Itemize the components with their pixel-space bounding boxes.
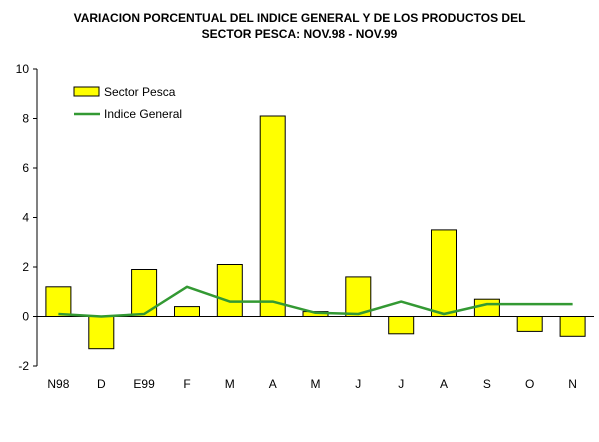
x-tick-label-1: D xyxy=(97,377,106,391)
chart-title: VARIACION PORCENTUAL DEL INDICE GENERAL … xyxy=(0,10,599,42)
x-tick-label-3: F xyxy=(183,377,190,391)
x-tick-label-6: M xyxy=(311,377,321,391)
y-tick-label-1: 0 xyxy=(22,310,29,324)
axes-layer: -2 0 2 4 6 8 10 N98 D E99 F M A M J J A S O N xyxy=(16,62,577,391)
bar-4 xyxy=(216,264,243,317)
x-tick-label-11: O xyxy=(525,377,534,391)
bar-9 xyxy=(431,229,457,317)
bar-0 xyxy=(45,286,72,317)
x-tick-label-2: E99 xyxy=(133,377,155,391)
legend-label-sector-pesca: Sector Pesca xyxy=(104,85,176,99)
bar-7 xyxy=(345,276,372,317)
chart-title-line-2: SECTOR PESCA: NOV.98 - NOV.99 xyxy=(201,27,398,41)
y-tick-label-6: 10 xyxy=(16,62,30,76)
bar-5 xyxy=(259,115,286,317)
y-tick-label-5: 8 xyxy=(22,112,29,126)
x-tick-label-10: S xyxy=(483,377,491,391)
bar-10 xyxy=(473,298,500,318)
x-tick-label-8: J xyxy=(398,377,404,391)
line-series-layer xyxy=(58,285,573,318)
x-tick-label-9: A xyxy=(440,377,448,391)
chart-title-line-1: VARIACION PORCENTUAL DEL INDICE GENERAL … xyxy=(73,11,526,25)
x-tick-label-5: A xyxy=(269,377,277,391)
legend: Sector Pesca Indice General xyxy=(73,85,182,121)
x-tick-label-4: M xyxy=(225,377,235,391)
legend-label-indice-general: Indice General xyxy=(104,107,182,121)
bar-12 xyxy=(559,316,586,337)
x-tick-label-7: J xyxy=(355,377,361,391)
bar-11 xyxy=(516,316,543,332)
bars-layer xyxy=(45,115,586,350)
x-tick-label-12: N xyxy=(568,377,577,391)
y-tick-label-2: 2 xyxy=(22,260,29,274)
bar-8 xyxy=(388,316,415,335)
x-tick-label-0: N98 xyxy=(47,377,69,391)
bar-3 xyxy=(174,306,200,318)
bar-1 xyxy=(88,316,115,350)
legend-swatch-sector-pesca xyxy=(73,86,100,97)
y-tick-label-4: 6 xyxy=(22,161,29,175)
y-tick-label-3: 4 xyxy=(22,211,29,225)
y-tick-label-0: -2 xyxy=(18,359,29,373)
